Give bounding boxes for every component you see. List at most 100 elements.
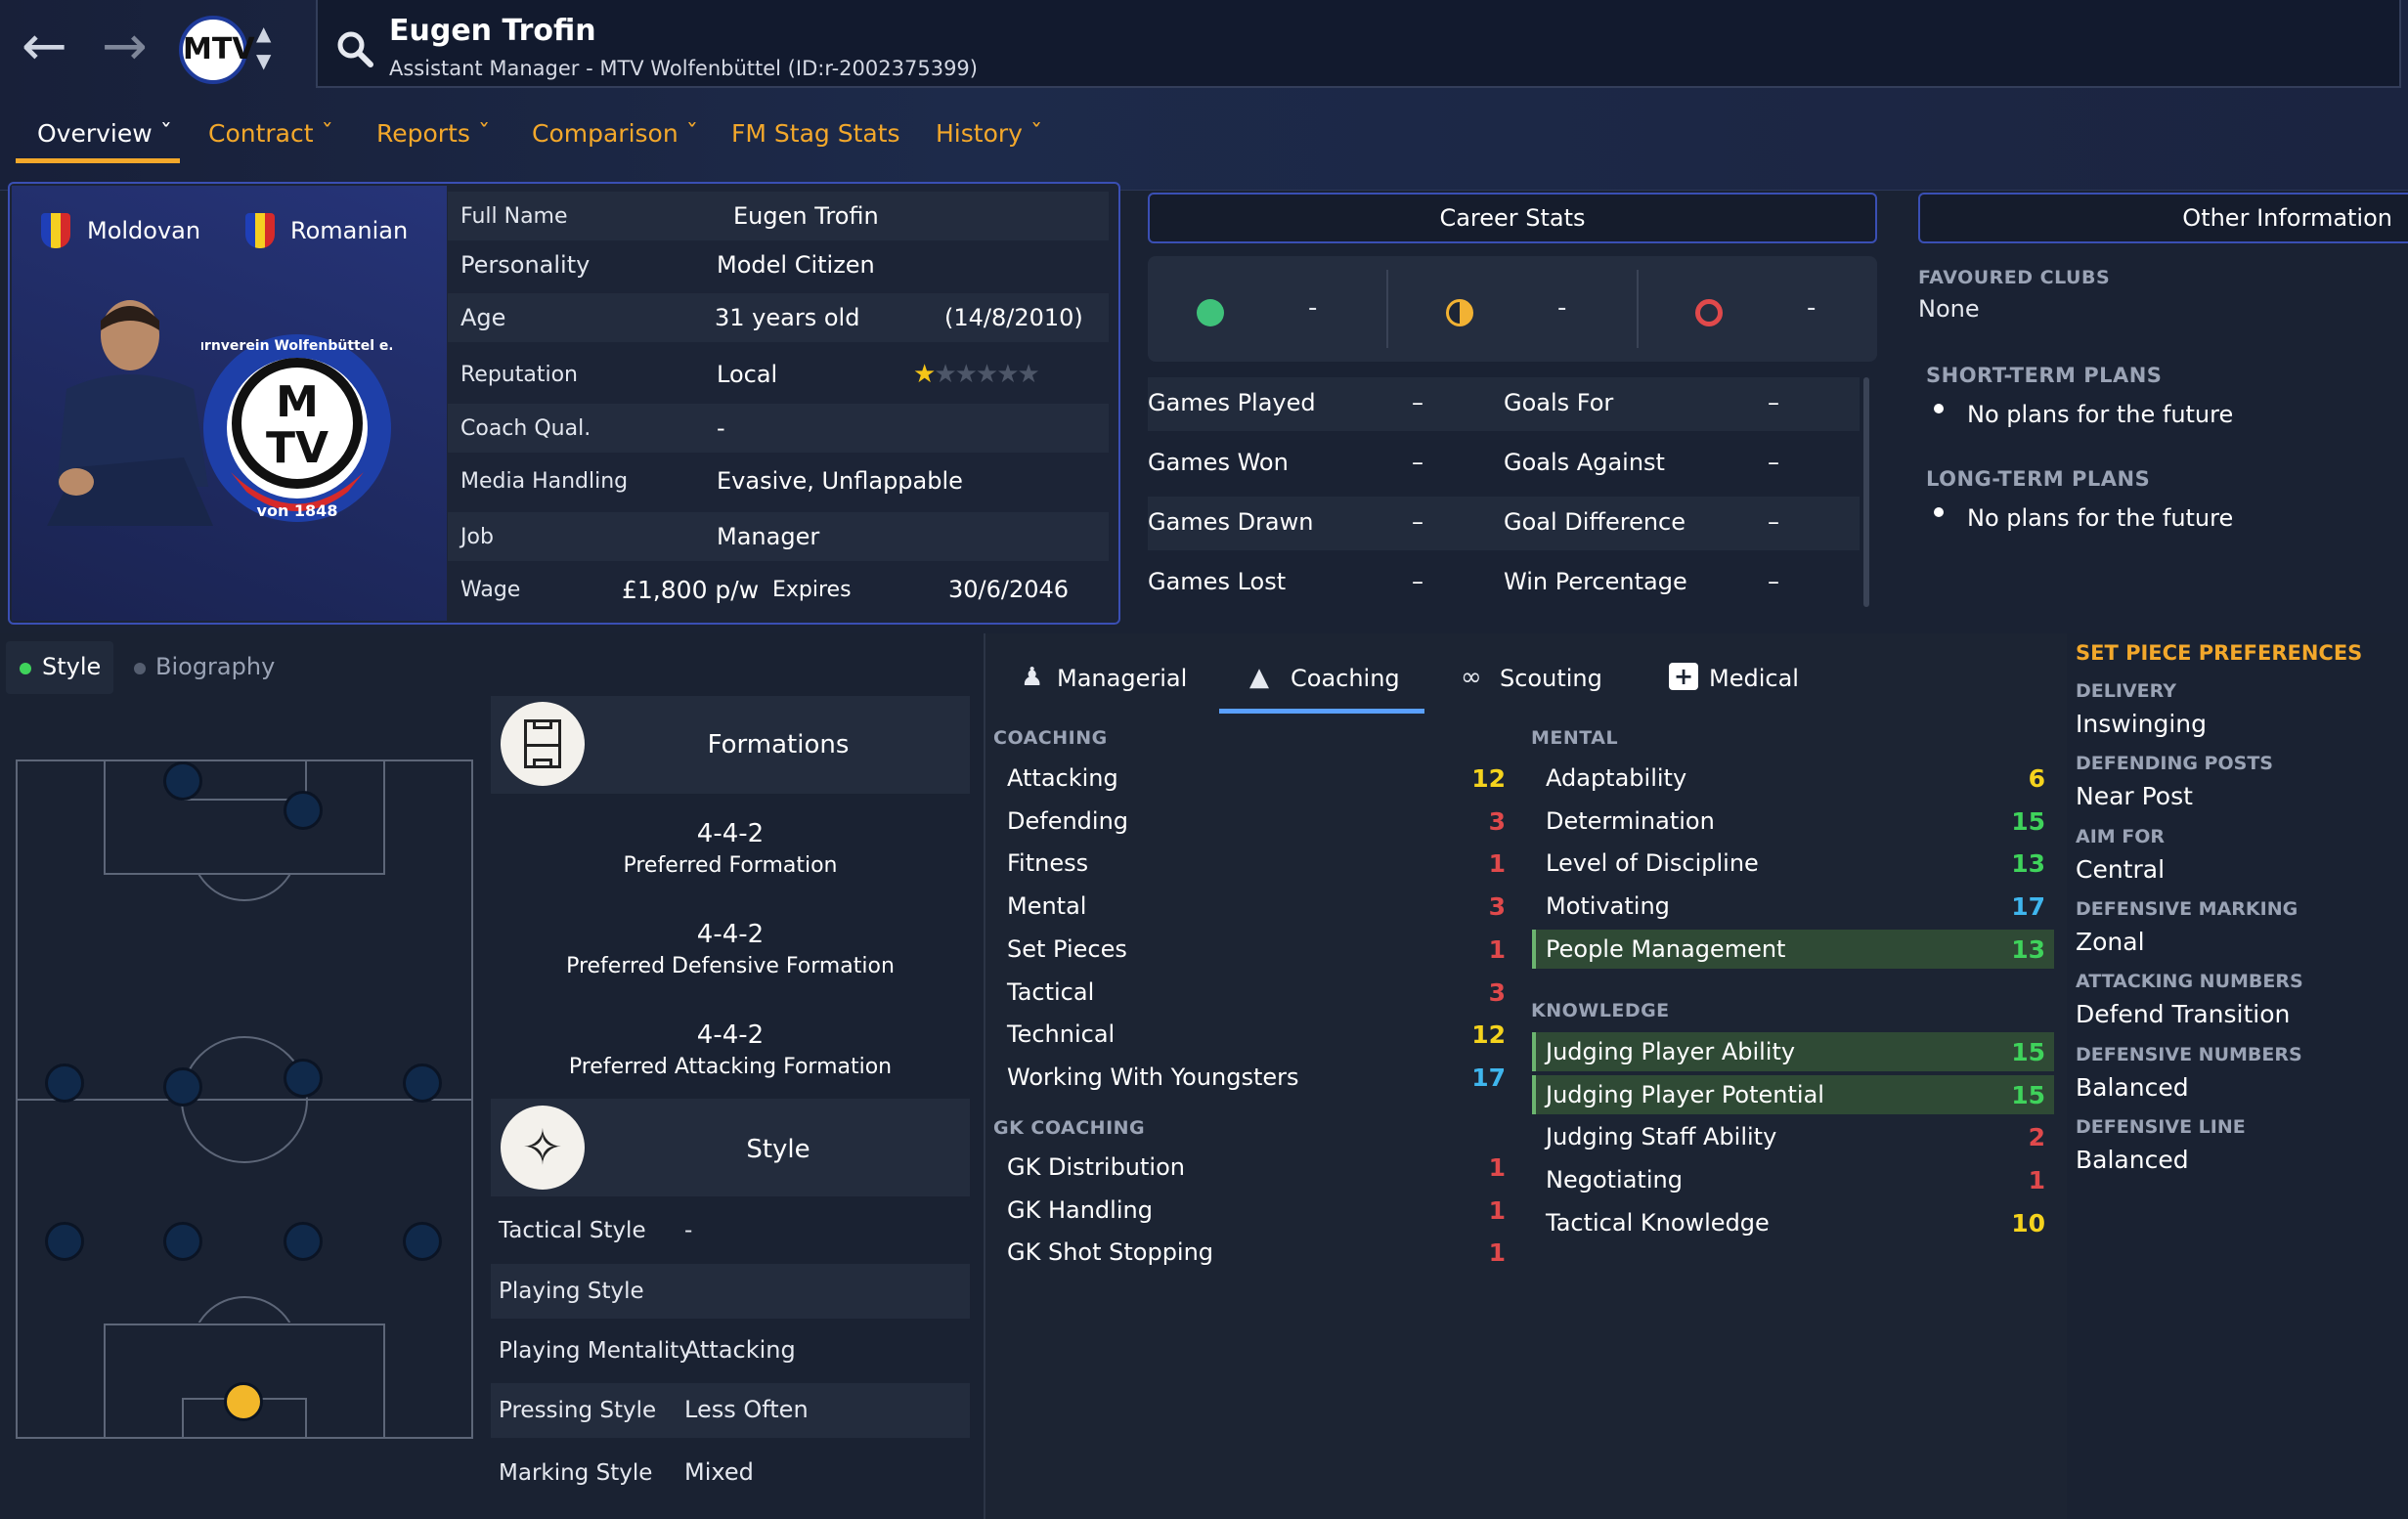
active-dot-icon — [20, 663, 31, 674]
set-piece-value: Balanced — [2076, 1072, 2189, 1102]
attribute-label: Adaptability — [1546, 764, 1687, 792]
set-piece-label: ATTACKING NUMBERS — [2076, 971, 2303, 993]
attribute-value: 17 — [2011, 892, 2045, 922]
info-row-job: Job Manager — [448, 512, 1109, 561]
tab-medical[interactable]: Medical — [1709, 665, 1799, 692]
player-dot — [163, 1222, 202, 1261]
tab-biography[interactable]: Biography — [155, 653, 276, 680]
style-label: Playing Mentality — [499, 1338, 692, 1364]
set-piece-value: Balanced — [2076, 1145, 2189, 1174]
stat-value: – — [1768, 389, 1779, 416]
attribute-label: Tactical — [1007, 977, 1095, 1006]
search-icon[interactable] — [335, 29, 374, 68]
tab-fm-stag-stats[interactable]: FM Stag Stats — [731, 119, 900, 148]
job-label: Job — [460, 524, 494, 549]
stat-label: Goal Difference — [1504, 508, 1686, 536]
info-row-wage: Wage £1,800 p/w Expires 30/6/2046 — [448, 565, 1109, 614]
attribute-label: Attacking — [1007, 764, 1118, 792]
attribute-value: 12 — [1471, 764, 1506, 793]
info-row-reputation: Reputation Local ★★★★★★ — [448, 350, 1109, 399]
scrollbar[interactable] — [1863, 377, 1869, 607]
tab-scouting[interactable]: Scouting — [1500, 665, 1602, 692]
formation-label: Preferred Defensive Formation — [566, 954, 895, 978]
club-crest-icon[interactable]: MTV — [179, 16, 255, 84]
attribute-label: Set Pieces — [1007, 934, 1127, 963]
attribute-value: 3 — [1488, 806, 1506, 836]
tab-style[interactable]: Style — [42, 653, 102, 680]
career-stats-header: Career Stats — [1148, 193, 1877, 243]
bullet-icon — [1934, 507, 1944, 517]
wins-icon — [1197, 299, 1224, 326]
chevron-up-icon[interactable]: ▲ — [256, 22, 272, 45]
set-piece-label: DEFENSIVE NUMBERS — [2076, 1043, 2302, 1065]
tab-reports[interactable]: Reports ˇ — [376, 119, 491, 148]
style-value: Attacking — [684, 1336, 796, 1364]
moldova-flag-icon — [41, 213, 70, 248]
draws-icon — [1446, 299, 1473, 326]
crest-text: MTV — [183, 32, 255, 66]
dna-icon: ✧ — [501, 1106, 585, 1190]
tab-overview[interactable]: Overview ˇ — [37, 119, 173, 148]
nationality-1: Moldovan — [87, 217, 201, 244]
losses-icon — [1695, 299, 1723, 326]
avatar — [47, 300, 213, 526]
style-label: Tactical Style — [499, 1218, 646, 1243]
style-row: Marking Style Mixed — [491, 1443, 970, 1497]
attribute-label: Fitness — [1007, 849, 1089, 878]
attribute-value: 17 — [1471, 1063, 1506, 1092]
player-dot — [163, 761, 202, 801]
player-dot — [403, 1222, 442, 1261]
attribute-value: 15 — [2011, 1080, 2045, 1109]
dob-value: (14/8/2010) — [944, 304, 1083, 331]
stat-value: – — [1412, 508, 1423, 536]
forward-arrow-icon[interactable]: → — [102, 15, 148, 78]
attribute-label: Working With Youngsters — [1007, 1063, 1299, 1091]
coaching-title: COACHING — [993, 727, 1108, 749]
attribute-value: 13 — [2011, 934, 2045, 964]
stat-label: Games Played — [1148, 389, 1316, 416]
attribute-label: Determination — [1546, 806, 1715, 835]
stat-value: – — [1412, 449, 1423, 476]
attribute-label: Mental — [1007, 892, 1087, 921]
player-dot — [163, 1067, 202, 1107]
media-value: Evasive, Unflappable — [717, 467, 963, 495]
attribute-value: 2 — [2028, 1123, 2045, 1152]
style-label: Playing Style — [499, 1279, 644, 1304]
player-dot — [284, 791, 323, 830]
svg-text:von 1848: von 1848 — [257, 501, 338, 520]
style-row: Tactical Style - — [491, 1204, 970, 1259]
attribute-value: 1 — [1488, 1153, 1506, 1182]
long-term-label: LONG-TERM PLANS — [1926, 467, 2151, 491]
tab-contract[interactable]: Contract ˇ — [208, 119, 333, 148]
info-row-media: Media Handling Evasive, Unflappable — [448, 456, 1109, 505]
tab-comparison[interactable]: Comparison ˇ — [532, 119, 699, 148]
attribute-value: 3 — [1488, 977, 1506, 1007]
club-crest-large-icon: M TV Turnverein Wolfenbüttel e.V. von 18… — [201, 334, 392, 522]
divider — [984, 633, 985, 1519]
attribute-value: 3 — [1488, 892, 1506, 922]
back-arrow-icon[interactable]: ← — [22, 15, 67, 78]
attribute-label: Judging Staff Ability — [1546, 1123, 1777, 1151]
tab-coaching[interactable]: Coaching — [1291, 665, 1400, 692]
attribute-label: Defending — [1007, 806, 1129, 835]
stat-value: – — [1768, 449, 1779, 476]
divider — [1637, 270, 1639, 348]
attribute-value: 1 — [1488, 1238, 1506, 1268]
expires-value: 30/6/2046 — [948, 576, 1070, 603]
highlight-row — [1532, 1032, 2054, 1071]
attribute-value: 13 — [2011, 849, 2045, 879]
attribute-label: Judging Player Ability — [1546, 1038, 1796, 1065]
binoculars-icon: ∞ — [1461, 663, 1482, 692]
style-row: Pressing Style Less Often — [491, 1383, 970, 1438]
stat-label: Win Percentage — [1504, 568, 1687, 595]
chevron-down-icon[interactable]: ▼ — [256, 49, 272, 72]
stat-value: – — [1412, 568, 1423, 595]
search-box[interactable] — [316, 0, 2401, 88]
short-term-label: SHORT-TERM PLANS — [1926, 364, 2163, 387]
tab-history[interactable]: History ˇ — [936, 119, 1043, 148]
tab-managerial[interactable]: Managerial — [1057, 665, 1188, 692]
star-half-icon: ★ — [913, 360, 936, 389]
mental-title: MENTAL — [1531, 727, 1619, 749]
job-value: Manager — [717, 523, 820, 550]
attribute-label: Motivating — [1546, 892, 1670, 921]
